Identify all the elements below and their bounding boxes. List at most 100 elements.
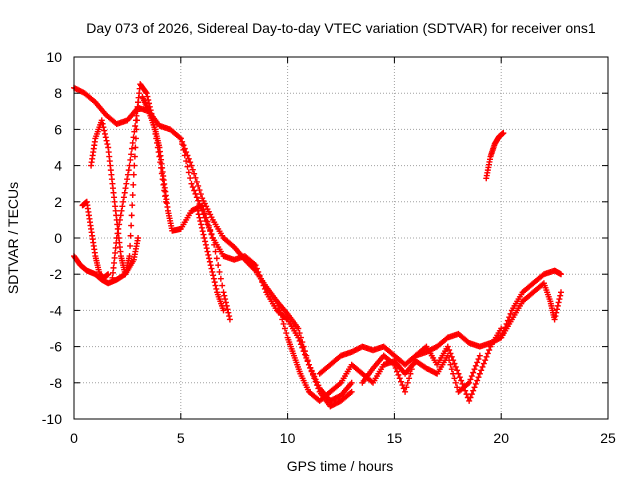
data-point bbox=[467, 394, 474, 401]
data-point bbox=[129, 192, 136, 199]
data-point bbox=[197, 218, 204, 225]
data-point bbox=[124, 171, 131, 178]
data-point bbox=[554, 302, 561, 309]
data-point bbox=[313, 382, 320, 389]
data-point bbox=[206, 258, 213, 265]
data-point bbox=[99, 120, 106, 127]
data-point bbox=[484, 350, 491, 357]
data-point bbox=[474, 377, 481, 384]
y-tick-label: 10 bbox=[46, 49, 62, 65]
data-point bbox=[184, 163, 191, 170]
data-point bbox=[102, 134, 109, 141]
data-point bbox=[463, 391, 470, 398]
data-point bbox=[191, 187, 198, 194]
data-point bbox=[203, 218, 210, 225]
x-tick-label: 5 bbox=[177, 430, 185, 446]
data-point bbox=[301, 351, 308, 358]
data-point bbox=[211, 279, 218, 286]
data-point bbox=[196, 187, 203, 194]
series-track-7 bbox=[177, 135, 355, 410]
data-point bbox=[205, 251, 212, 258]
data-point bbox=[454, 367, 461, 374]
data-point bbox=[193, 178, 200, 185]
data-point bbox=[312, 378, 319, 385]
data-point bbox=[116, 216, 123, 223]
data-point bbox=[116, 221, 123, 228]
data-point bbox=[468, 391, 475, 398]
y-tick-label: 6 bbox=[54, 121, 62, 137]
data-point bbox=[188, 180, 195, 187]
data-point bbox=[212, 282, 219, 289]
data-point bbox=[204, 221, 211, 228]
data-point bbox=[101, 130, 108, 137]
data-point bbox=[117, 212, 124, 219]
data-point bbox=[471, 366, 478, 373]
data-point bbox=[486, 346, 493, 353]
data-point bbox=[198, 221, 205, 228]
series-track-12 bbox=[359, 325, 505, 404]
data-point bbox=[195, 197, 202, 204]
data-point bbox=[410, 361, 417, 368]
data-point bbox=[480, 360, 487, 367]
y-tick-label: 0 bbox=[54, 230, 62, 246]
data-point bbox=[191, 170, 198, 177]
x-axis-label: GPS time / hours bbox=[287, 458, 394, 474]
data-point bbox=[196, 214, 203, 221]
data-point bbox=[507, 310, 514, 317]
y-axis-label: SDTVAR / TECUs bbox=[5, 182, 21, 294]
data-point bbox=[454, 384, 461, 391]
data-point bbox=[222, 296, 229, 303]
data-point bbox=[296, 337, 303, 344]
data-point bbox=[226, 313, 233, 320]
data-point bbox=[552, 313, 559, 320]
data-point bbox=[135, 235, 142, 241]
data-point bbox=[460, 384, 467, 391]
data-point bbox=[446, 346, 453, 353]
data-point bbox=[557, 292, 564, 299]
y-tick-label: -10 bbox=[42, 411, 62, 427]
data-point bbox=[179, 141, 186, 148]
data-point bbox=[468, 373, 475, 380]
data-point bbox=[98, 117, 105, 124]
data-point bbox=[455, 370, 462, 377]
data-point bbox=[475, 356, 482, 363]
data-point bbox=[210, 275, 217, 282]
data-point bbox=[283, 330, 290, 337]
data-point bbox=[391, 361, 398, 368]
data-point bbox=[280, 320, 287, 327]
data-point bbox=[105, 271, 112, 278]
data-point bbox=[195, 182, 202, 189]
data-point bbox=[396, 375, 403, 382]
data-point bbox=[114, 230, 121, 237]
data-point bbox=[212, 248, 219, 255]
data-point bbox=[197, 204, 204, 211]
data-point bbox=[448, 366, 455, 373]
data-point bbox=[100, 124, 107, 131]
data-point bbox=[300, 348, 307, 355]
data-point bbox=[199, 228, 206, 235]
data-point bbox=[462, 387, 469, 394]
axis-ticks bbox=[73, 56, 609, 420]
x-tick-label: 25 bbox=[600, 430, 616, 446]
data-point bbox=[452, 379, 459, 386]
x-tick-label: 10 bbox=[280, 430, 296, 446]
data-point bbox=[467, 376, 474, 383]
data-point bbox=[197, 191, 204, 198]
series-track-6 bbox=[139, 93, 233, 323]
data-point bbox=[315, 385, 322, 392]
y-tick-label: 4 bbox=[54, 158, 62, 174]
x-tick-label: 0 bbox=[70, 430, 78, 446]
data-point bbox=[195, 211, 202, 218]
data-point bbox=[127, 232, 134, 239]
data-point bbox=[205, 224, 212, 231]
data-point bbox=[142, 89, 149, 96]
data-point bbox=[132, 123, 139, 130]
data-point bbox=[104, 141, 111, 148]
data-point bbox=[451, 360, 458, 367]
data-point bbox=[192, 174, 199, 181]
data-point bbox=[222, 299, 229, 306]
data-point bbox=[207, 262, 214, 269]
data-point bbox=[252, 262, 259, 269]
data-point bbox=[395, 371, 402, 378]
data-point bbox=[447, 361, 454, 368]
